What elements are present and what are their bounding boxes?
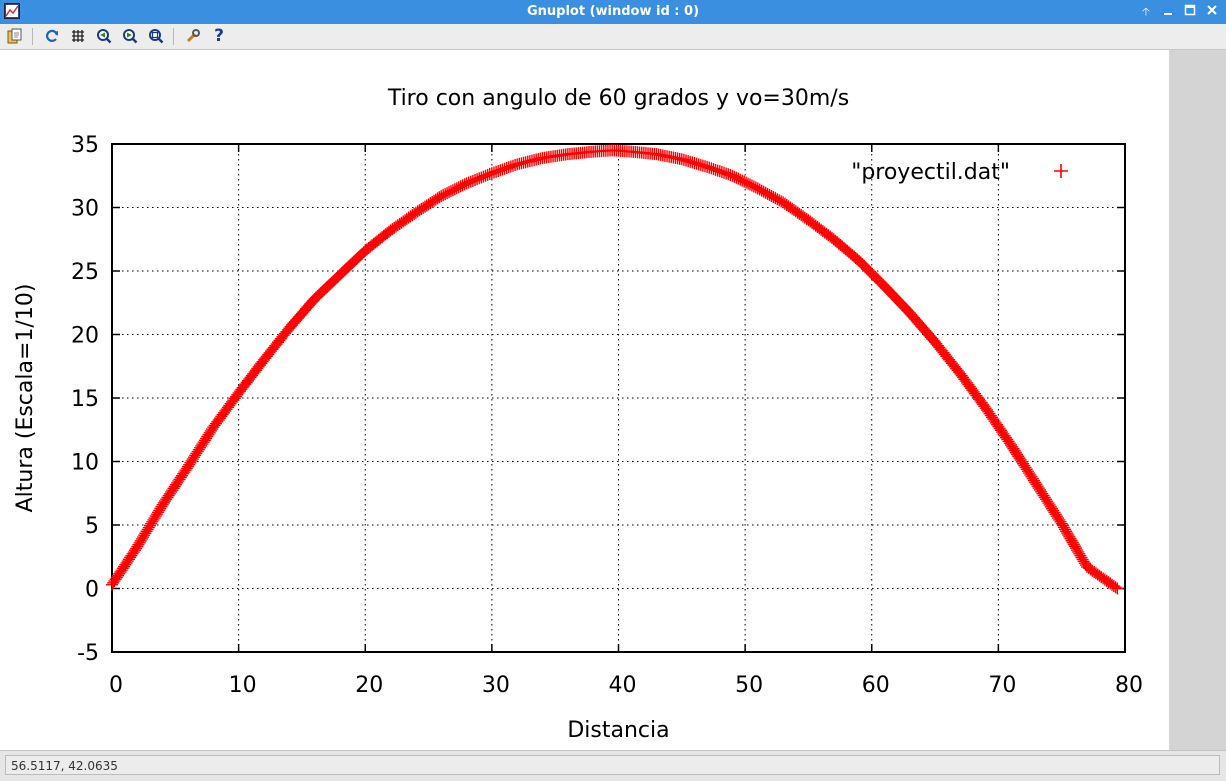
data-point bbox=[1109, 581, 1122, 594]
minimize-icon[interactable] bbox=[1160, 4, 1176, 20]
data-point bbox=[1111, 582, 1124, 595]
data-point bbox=[873, 275, 886, 288]
x-tick-label: 60 bbox=[862, 673, 890, 698]
data-point bbox=[868, 270, 881, 283]
chart-title: Tiro con angulo de 60 grados y vo=30m/s bbox=[387, 86, 849, 111]
side-panel bbox=[1169, 50, 1226, 750]
x-tick-label: 50 bbox=[735, 673, 763, 698]
y-tick-label: 30 bbox=[71, 197, 99, 222]
close-icon[interactable] bbox=[1204, 4, 1220, 20]
x-tick-label: 0 bbox=[109, 673, 123, 698]
data-point bbox=[872, 273, 885, 286]
legend-marker bbox=[1054, 164, 1068, 178]
series-proyectil bbox=[106, 144, 1124, 595]
replot-icon[interactable] bbox=[41, 26, 63, 46]
title-bar: Gnuplot (window id : 0) 🡡 bbox=[0, 0, 1226, 25]
y-tick-label: 10 bbox=[71, 451, 99, 476]
data-point bbox=[859, 261, 872, 274]
data-point bbox=[864, 265, 877, 278]
y-tick-label: 5 bbox=[85, 514, 99, 539]
data-point bbox=[853, 254, 866, 267]
data-point bbox=[862, 264, 875, 277]
data-point bbox=[865, 267, 878, 280]
y-tick-label: 25 bbox=[71, 260, 99, 285]
x-tick-label: 30 bbox=[482, 673, 510, 698]
grid-icon[interactable] bbox=[67, 26, 89, 46]
plot-area[interactable]: 0 10 20 30 40 50 60 70 80 -5 0 5 10 15 20 25 30 35 Tiro co… bbox=[0, 50, 1169, 750]
status-bar: 56.5117, 42.0635 bbox=[0, 750, 1226, 781]
data-point bbox=[861, 262, 874, 275]
zoom-next-icon[interactable] bbox=[119, 26, 141, 46]
data-point bbox=[856, 258, 869, 271]
x-tick-label: 20 bbox=[355, 673, 383, 698]
autoscale-icon[interactable] bbox=[145, 26, 167, 46]
y-tick-label: 15 bbox=[71, 387, 99, 412]
data-point bbox=[867, 269, 880, 282]
copy-to-clipboard-icon[interactable] bbox=[4, 26, 26, 46]
help-icon[interactable]: ? bbox=[214, 26, 224, 46]
legend-label: "proyectil.dat" bbox=[851, 160, 1010, 185]
y-tick-label: -5 bbox=[77, 641, 99, 666]
x-tick-label: 70 bbox=[988, 673, 1016, 698]
y-tick-label: 0 bbox=[85, 578, 99, 603]
x-tick-label: 10 bbox=[229, 673, 257, 698]
zoom-previous-icon[interactable] bbox=[93, 26, 115, 46]
options-wrench-icon[interactable] bbox=[182, 26, 204, 46]
maximize-icon[interactable] bbox=[1182, 4, 1198, 20]
x-tick-label: 80 bbox=[1115, 673, 1143, 698]
data-point bbox=[857, 259, 870, 272]
data-point bbox=[870, 272, 883, 285]
x-axis-label: Distancia bbox=[567, 718, 669, 743]
chart-svg: 0 10 20 30 40 50 60 70 80 -5 0 5 10 15 20 25 30 35 Tiro co… bbox=[13, 86, 1143, 743]
keep-above-icon[interactable]: 🡡 bbox=[1142, 5, 1150, 18]
y-tick-label: 35 bbox=[71, 133, 99, 158]
window-title: Gnuplot (window id : 0) bbox=[526, 4, 700, 19]
gnuplot-app-icon[interactable] bbox=[4, 3, 20, 19]
y-axis-label: Altura (Escala=1/10) bbox=[13, 284, 38, 513]
mouse-coordinates: 56.5117, 42.0635 bbox=[5, 755, 1220, 775]
y-tick-label: 20 bbox=[71, 324, 99, 349]
toolbar-separator bbox=[173, 28, 174, 45]
data-point bbox=[854, 256, 867, 269]
toolbar: ? bbox=[0, 24, 1226, 50]
x-tick-label: 40 bbox=[609, 673, 637, 698]
toolbar-separator bbox=[32, 28, 33, 45]
